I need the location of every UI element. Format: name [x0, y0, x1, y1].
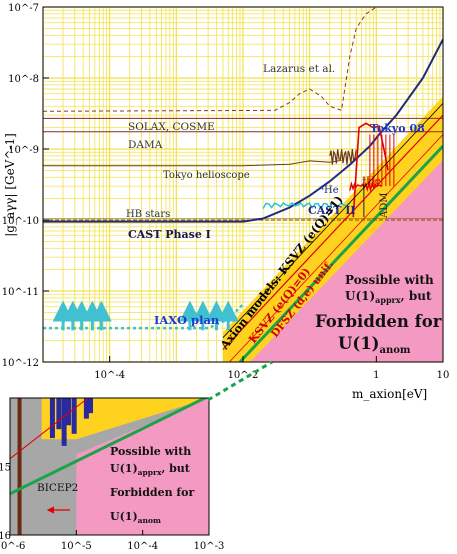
- inset-connector: [207, 360, 273, 402]
- series-tokyo-jagged: [329, 149, 357, 165]
- series-ksvz-1-line: [222, 103, 443, 338]
- inset-x-tick-label: 10^-5: [61, 541, 92, 552]
- inset-content: [10, 398, 209, 535]
- series-label-solax: SOLAX, COSME: [128, 121, 215, 133]
- y-tick-label: 10^-12: [2, 358, 39, 369]
- inset-exclusion-bar: [83, 398, 89, 419]
- series-tokyo08-line: [352, 122, 389, 218]
- dfsz-boundary-line: [238, 145, 443, 362]
- inset-frame: [9, 397, 210, 536]
- possible-label-2: U(1)apprx, but: [345, 289, 432, 305]
- series-dfsz-line: [228, 134, 443, 362]
- x-tick-label: 1: [373, 370, 379, 381]
- y-tick-label: 10^-9: [8, 145, 39, 156]
- y-axis-label: |g_aγγ| [GeV^-1]: [3, 133, 17, 237]
- inset-axis-ticks: 10^-6 10^-5 10^-4 10^-3 10^-15 10^-16: [0, 463, 224, 553]
- inset-exclusion-bar: [61, 398, 67, 446]
- series-label-dama: DAMA: [128, 139, 163, 151]
- y-tick-label: 10^-8: [8, 74, 39, 85]
- inset-forbidden-label-2: U(1)anom: [110, 510, 161, 525]
- region-label-he3: ³He: [362, 176, 381, 187]
- inset-model-band: [41, 398, 209, 440]
- forbidden-label-2: U(1)anom: [338, 334, 411, 356]
- series-label-tokyo-helioscope: Tokyo helioscope: [163, 170, 250, 181]
- axis-ticks: 10^-4 10^-2 1 10 10^-12 10^-11 10^-10 10^-9 10^-…: [2, 3, 450, 381]
- inset-forbidden-label: Forbidden for: [110, 486, 194, 499]
- x-tick-label: 10^-2: [228, 370, 259, 381]
- main-content: [43, 7, 443, 362]
- inset-label-bicep2: BICEP2: [37, 482, 78, 494]
- inset-brown-line: [17, 398, 22, 535]
- series-cast-phase-1-line: [43, 38, 443, 223]
- y-tick-label: 10^-7: [8, 3, 39, 14]
- y-tick-label: 10^-11: [2, 287, 39, 298]
- series-cast2-he4: [262, 201, 351, 210]
- inset-exclusion-bar: [56, 398, 62, 430]
- inset-x-tick-label: 10^-4: [127, 541, 158, 552]
- inset-exclusion-bar: [88, 398, 94, 414]
- series-iaxo-line: [43, 303, 244, 330]
- inset-exclusion-bar: [66, 398, 72, 426]
- y-tick-label: 10^-10: [2, 216, 39, 227]
- inset-x-tick-label: 10^-6: [0, 541, 25, 552]
- forbidden-label: Forbidden for: [315, 312, 442, 331]
- region-label-he4: ⁴He: [320, 185, 339, 196]
- inset-x-tick-label: 10^-3: [194, 541, 225, 552]
- series-lazarus-line: [43, 7, 377, 112]
- x-tick-label: 10^-4: [94, 370, 125, 381]
- inset-exclusion-bar: [71, 398, 77, 434]
- series-label-iaxo: IAXO plan: [154, 313, 220, 327]
- x-tick-label: 10: [437, 370, 450, 381]
- series-label-hb-stars: HB stars: [126, 209, 170, 220]
- inset-exclusion-bar: [49, 398, 55, 439]
- inset-possible-label-2: U(1)apprx, but: [110, 462, 191, 477]
- possible-label: Possible with: [345, 273, 434, 287]
- main-plot: 10^-4 10^-2 1 10 10^-12 10^-11 10^-10 10^-9 10^-…: [2, 3, 450, 381]
- x-axis-label: m_axion[eV]: [352, 387, 427, 401]
- region-label-tokyo08: Tokyo 08: [370, 122, 425, 135]
- series-label-cast-phase-1: CAST Phase I: [128, 228, 211, 241]
- inset-plot: 10^-6 10^-5 10^-4 10^-3 10^-15 10^-16: [0, 397, 224, 553]
- axion-model-band: [222, 96, 443, 362]
- series-label-lazarus: Lazarus et al.: [263, 63, 335, 75]
- region-label-cast2: CAST II: [308, 204, 356, 217]
- series-ksvz-0-line: [222, 114, 443, 350]
- inset-y-tick-label: 10^-16: [0, 531, 11, 542]
- inset-possible-label: Possible with: [110, 445, 191, 458]
- inset-green-line: [10, 398, 209, 496]
- region-label-adm: ADM: [379, 193, 390, 219]
- inset-red-line: [10, 398, 89, 460]
- inset-y-tick-label: 10^-15: [0, 463, 11, 474]
- inset-forbidden-region: [76, 398, 209, 535]
